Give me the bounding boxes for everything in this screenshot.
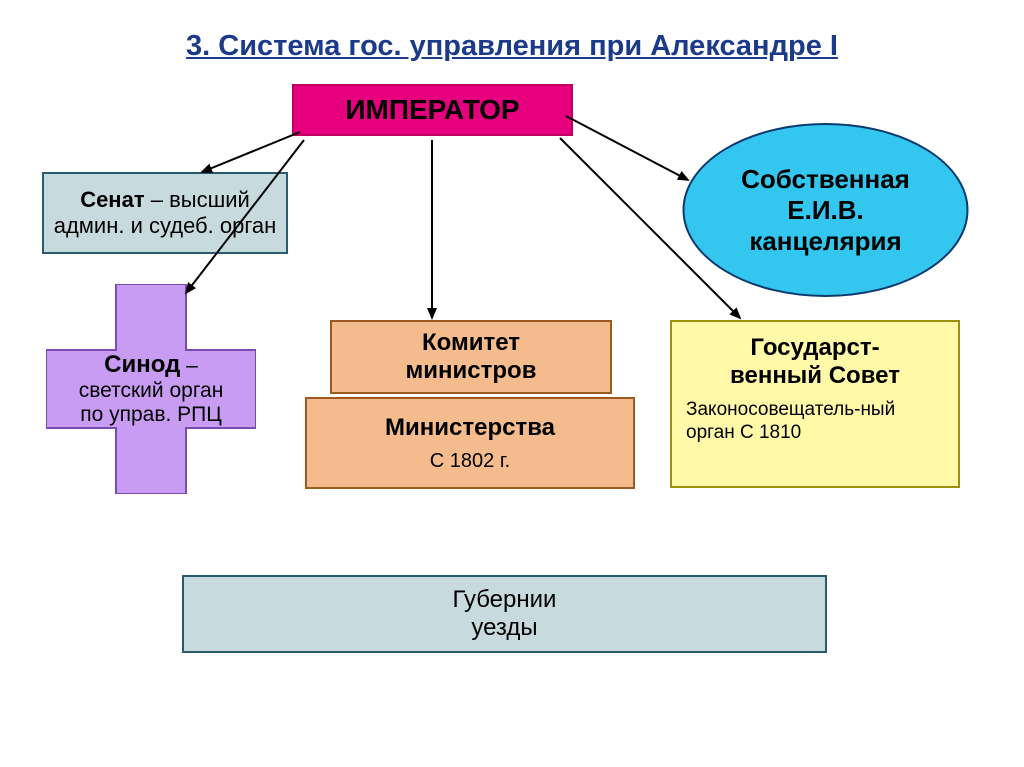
arrow <box>202 132 300 172</box>
page-title: 3. Система гос. управления при Александр… <box>186 30 838 63</box>
senate-text: Сенат – высший админ. и судеб. орган <box>52 187 278 239</box>
node-ministries: Министерства С 1802 г. <box>305 397 635 489</box>
sinod-rest2: по управ. РПЦ <box>80 403 222 427</box>
ministries-bold: Министерства <box>385 414 555 442</box>
emperor-label: ИМПЕРАТОР <box>345 94 519 126</box>
node-chancery: Собственная Е.И.В. канцелярия <box>680 120 971 300</box>
chancery-line3: канцелярия <box>749 226 901 257</box>
sinod-line1: Синод – <box>104 351 198 379</box>
sinod-dash: – <box>180 354 198 377</box>
statecouncil-line2: венный Совет <box>730 362 900 390</box>
chancery-line1: Собственная <box>741 164 910 195</box>
node-statecouncil: Государст- венный Совет Законосовещатель… <box>670 320 960 488</box>
sinod-bold: Синод <box>104 351 180 378</box>
chancery-line2: Е.И.В. <box>787 195 863 226</box>
node-gubernii: Губернии уезды <box>182 575 827 653</box>
statecouncil-sub: Законосовещатель-ный орган С 1810 <box>680 399 950 445</box>
arrow <box>566 116 688 180</box>
node-emperor: ИМПЕРАТОР <box>292 84 573 136</box>
node-senate: Сенат – высший админ. и судеб. орган <box>42 172 288 254</box>
gubernii-line2: уезды <box>471 614 537 642</box>
committee-line1: Комитет <box>422 329 520 357</box>
senate-bold: Сенат <box>80 187 144 212</box>
ministries-sub: С 1802 г. <box>430 450 510 473</box>
committee-line2: министров <box>406 357 537 385</box>
sinod-rest1: светский орган <box>79 379 224 403</box>
node-committee: Комитет министров <box>330 320 612 394</box>
gubernii-line1: Губернии <box>453 586 557 614</box>
node-sinod: Синод – светский орган по управ. РПЦ <box>46 284 256 494</box>
statecouncil-line1: Государст- <box>750 334 879 362</box>
